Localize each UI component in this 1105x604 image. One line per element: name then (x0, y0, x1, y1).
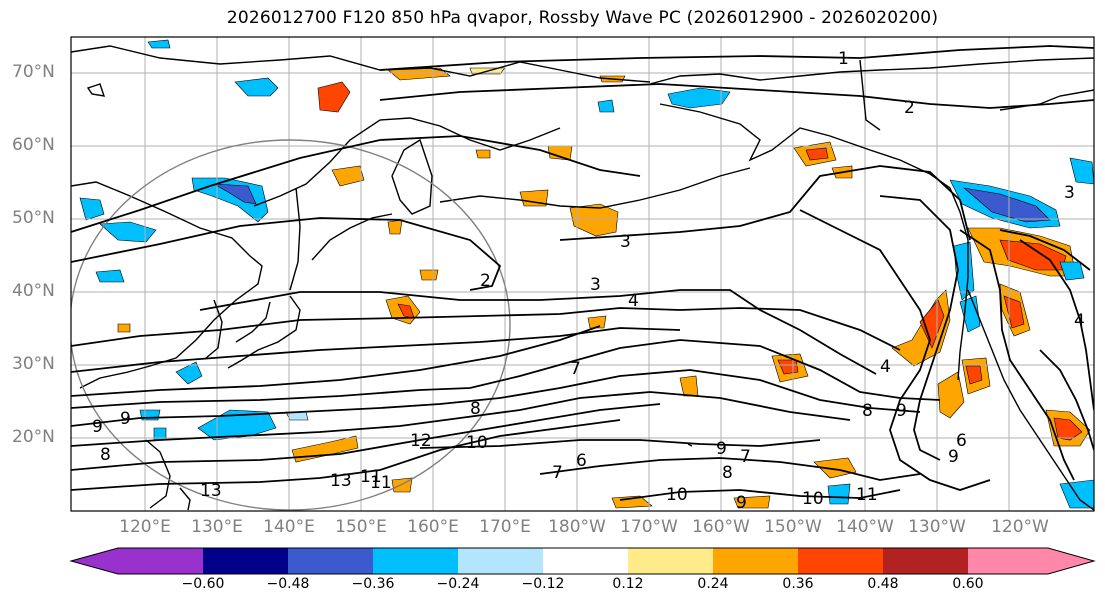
lon-label: 150°W (764, 517, 822, 537)
colorbar-segment (883, 548, 968, 574)
lon-label: 140°W (836, 517, 894, 537)
colorbar-tick-label: −0.60 (181, 576, 225, 592)
contour-label: 9 (948, 447, 959, 467)
contour-label: 2 (480, 271, 491, 291)
colorbar-tick-label: 0.24 (697, 576, 729, 592)
contour-label: 7 (740, 447, 751, 467)
contour-label: 9 (120, 409, 131, 429)
contour-label: 7 (570, 359, 581, 379)
lat-label: 70°N (12, 62, 55, 82)
contour-label: 7 (552, 463, 563, 483)
colorbar-segment (458, 548, 543, 574)
colorbar-tick-label: −0.12 (521, 576, 565, 592)
lon-label: 130°E (191, 517, 243, 537)
contour-label: 8 (722, 463, 733, 483)
colorbar-segment (288, 548, 373, 574)
contour-label: 13 (330, 471, 352, 491)
colorbar-segment (968, 548, 1048, 574)
colorbar-segment (118, 548, 203, 574)
lon-label: 160°W (692, 517, 750, 537)
lat-label: 50°N (12, 208, 55, 228)
contour-label: 9 (92, 417, 103, 437)
lon-label: 160°E (407, 517, 459, 537)
colorbar-segment (543, 548, 628, 574)
lat-label: 60°N (12, 135, 55, 155)
contour-label: 9 (896, 401, 907, 421)
contour-label: 10 (802, 489, 824, 509)
contour-label: 1 (838, 49, 849, 69)
contour-label: 3 (590, 275, 601, 295)
contour-label: 4 (880, 357, 891, 377)
lon-label: 150°E (335, 517, 387, 537)
qvapor-contours (71, 45, 1094, 501)
colorbar-tick-label: 0.60 (952, 576, 984, 592)
contour-label: 4 (628, 291, 639, 311)
lon-label: 120°W (991, 517, 1049, 537)
colorbar-tick-label: −0.48 (266, 576, 310, 592)
contour-label: 12 (410, 431, 432, 451)
contour-label: 6 (576, 451, 587, 471)
contour-label: 6 (956, 431, 967, 451)
contour-label: 11 (370, 473, 392, 493)
colorbar-tick-label: 0.48 (867, 576, 899, 592)
colorbar-segment (203, 548, 288, 574)
contour-label: 9 (736, 493, 747, 513)
lat-label: 30°N (12, 354, 55, 374)
colorbar-tick-label: −0.24 (436, 576, 480, 592)
contour-label: 4 (1074, 311, 1085, 331)
colorbar (69, 547, 1096, 575)
colorbar-segment (798, 548, 883, 574)
colorbar-tick-label: −0.36 (351, 576, 395, 592)
lon-label: 180°W (548, 517, 606, 537)
colorbar-tick-label: 0.12 (612, 576, 644, 592)
contour-label: 11 (856, 485, 878, 505)
map-title: 2026012700 F120 850 hPa qvapor, Rossby W… (226, 8, 939, 28)
contour-label: 8 (470, 399, 481, 419)
contour-label: 3 (1064, 183, 1075, 203)
contour-label: 3 (620, 232, 631, 252)
lon-label: 130°W (908, 517, 966, 537)
colorbar-outline (69, 547, 1096, 575)
map-frame (70, 36, 1095, 512)
colorbar-tick-label: 0.36 (782, 576, 814, 592)
lat-label: 40°N (12, 281, 55, 301)
contour-label: 10 (666, 485, 688, 505)
contour-labels: 1 2 3 4 2 3 7 8 9 10 11 12 13 7 9 6 7 8 … (92, 49, 1085, 513)
lon-label: 170°E (479, 517, 531, 537)
contour-label: 10 (466, 433, 488, 453)
colorbar-over-arrow (1048, 548, 1094, 574)
colorbar-segment (373, 548, 458, 574)
lon-label: 170°W (620, 517, 678, 537)
contour-label: 2 (904, 98, 915, 118)
contour-label: 9 (716, 439, 727, 459)
colorbar-segment (713, 548, 798, 574)
colorbar-under-arrow (71, 548, 118, 574)
lon-label: 140°E (263, 517, 315, 537)
contour-label: 13 (200, 481, 222, 501)
qvapor-anomaly-fills (79, 39, 1094, 509)
lon-label: 120°E (119, 517, 171, 537)
graticule (71, 37, 1094, 511)
rossby-wave-pc-circle (71, 139, 511, 511)
lat-label: 20°N (12, 427, 55, 447)
contour-label: 11 (360, 467, 382, 487)
colorbar-segment (628, 548, 713, 574)
contour-label: 8 (862, 401, 873, 421)
contour-label: 8 (100, 445, 111, 465)
